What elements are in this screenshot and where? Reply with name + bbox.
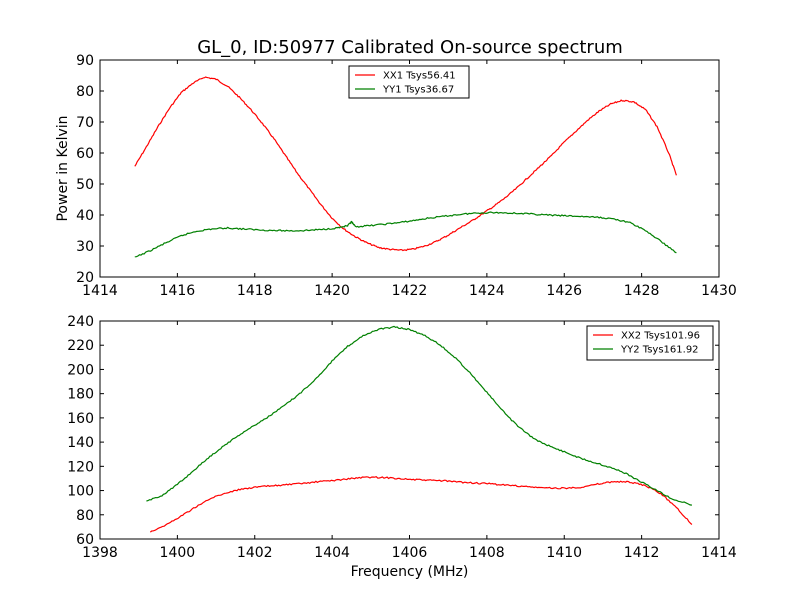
x-tick-label: 1418 [237, 283, 273, 299]
x-tick-label: 1404 [314, 545, 350, 561]
x-tick-label: 1410 [546, 545, 582, 561]
x-tick-label: 1414 [82, 283, 118, 299]
x-tick-label: 1422 [392, 283, 428, 299]
x-axis-label: Frequency (MHz) [351, 564, 469, 580]
x-tick-label: 1398 [82, 545, 118, 561]
y-tick-label: 240 [67, 314, 94, 330]
x-tick-label: 1406 [392, 545, 428, 561]
y-tick-label: 200 [67, 362, 94, 378]
x-tick-label: 1424 [469, 283, 505, 299]
x-tick-label: 1402 [237, 545, 273, 561]
legend-entry: XX2 Tsys101.96 [621, 331, 700, 342]
y-tick-label: 30 [76, 239, 94, 255]
top-plot: 1414 1416 1418 1420 1422 1424 1426 1428 1430 20 30… [55, 53, 737, 299]
series-line-2 [146, 325, 692, 506]
y-tick-label: 90 [76, 53, 94, 69]
legend-box [348, 65, 470, 99]
y-tick-label: 160 [67, 411, 94, 427]
y-tick-label: 50 [76, 177, 94, 193]
x-tick-label: 1412 [624, 545, 660, 561]
y-tick-label: 60 [76, 146, 94, 162]
y-axis-label: Power in Kelvin [55, 115, 71, 221]
y-tick-label: 220 [67, 338, 94, 354]
legend-entry: XX1 Tsys56.41 [383, 71, 456, 82]
x-tick-label: 1428 [624, 283, 660, 299]
y-tick-label: 120 [67, 459, 94, 475]
y-tick-label: 80 [76, 508, 94, 524]
y-tick-label: 60 [76, 532, 94, 548]
y-tick-label: 40 [76, 208, 94, 224]
legend-entry: YY1 Tsys36.67 [382, 85, 454, 96]
x-tick-label: 1420 [314, 283, 350, 299]
y-tick-label: 70 [76, 115, 94, 131]
legend-entry: YY2 Tsys161.92 [620, 345, 699, 356]
x-tick-label: 1414 [701, 545, 737, 561]
x-tick-label: 1416 [160, 283, 196, 299]
y-tick-label: 80 [76, 84, 94, 100]
series-line-1 [134, 76, 677, 252]
y-tick-label: 140 [67, 435, 94, 451]
bottom-plot: 1398 1400 1402 1404 1406 1408 1410 1412 1414 60 80… [67, 314, 737, 580]
x-tick-label: 1408 [469, 545, 505, 561]
figure-title: GL_0, ID:50977 Calibrated On-source spec… [197, 37, 623, 58]
legend: XX2 Tsys101.96 YY2 Tsys161.92 [586, 325, 714, 361]
y-tick-label: 20 [76, 270, 94, 286]
y-tick-label: 100 [67, 484, 94, 500]
x-tick-label: 1426 [546, 283, 582, 299]
x-tick-label: 1430 [701, 283, 737, 299]
x-tick-label: 1400 [160, 545, 196, 561]
series-line-1 [149, 476, 693, 533]
y-tick-label: 180 [67, 387, 94, 403]
series-line-2 [134, 211, 677, 258]
legend: XX1 Tsys56.41 YY1 Tsys36.67 [348, 65, 470, 99]
legend-box [586, 325, 714, 361]
